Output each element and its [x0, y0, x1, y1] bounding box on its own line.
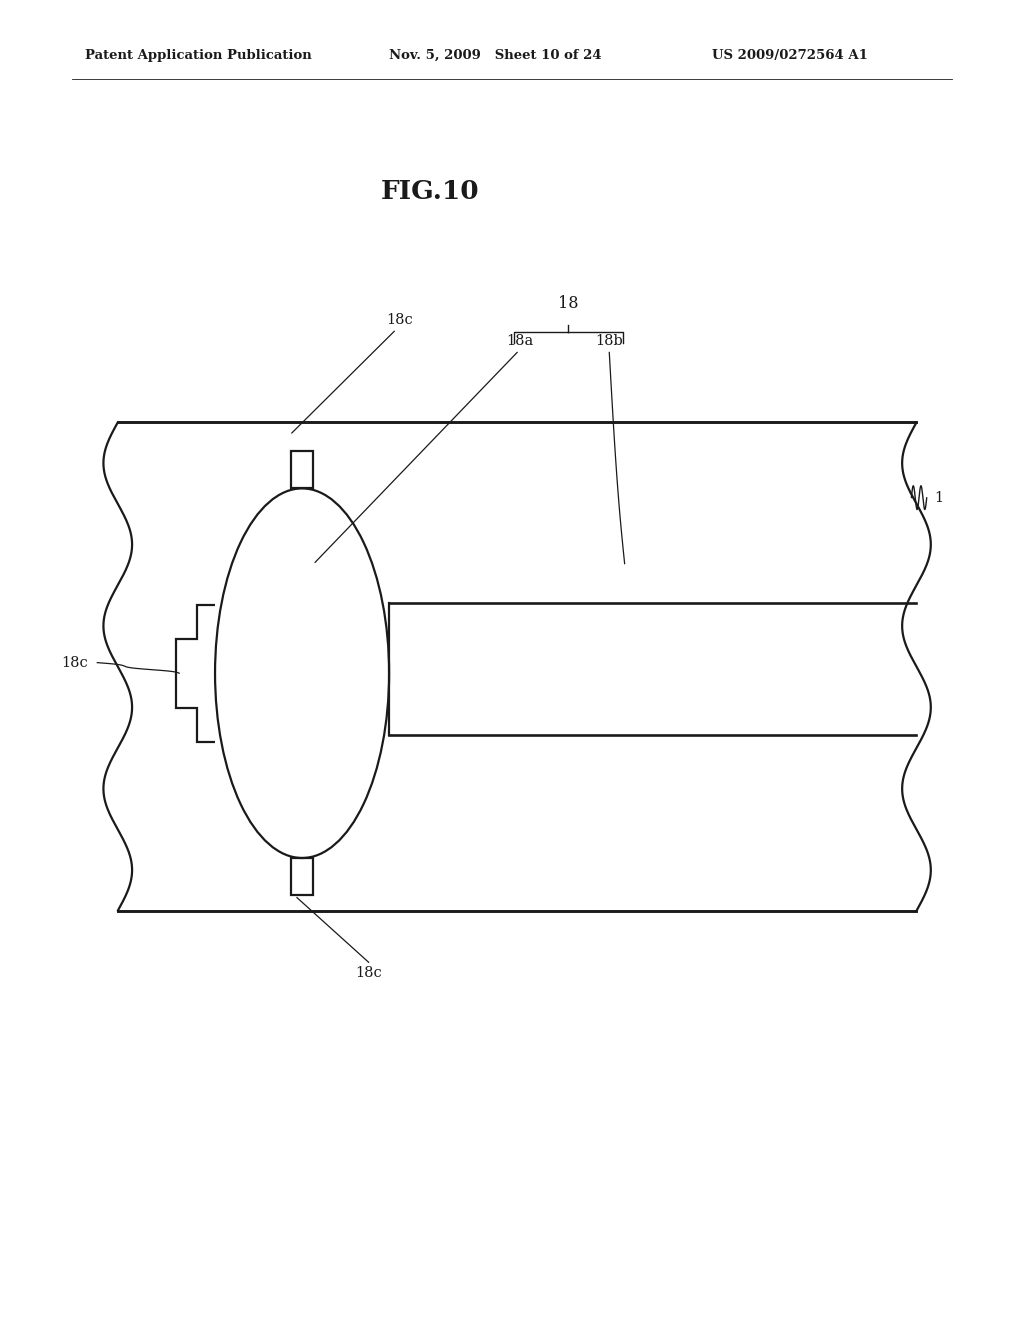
Bar [291, 858, 313, 895]
Text: FIG.10: FIG.10 [381, 180, 479, 203]
Text: 18b: 18b [595, 334, 624, 348]
Bar [291, 451, 313, 488]
Text: 18c: 18c [355, 966, 382, 981]
Text: 18c: 18c [386, 313, 413, 327]
Text: US 2009/0272564 A1: US 2009/0272564 A1 [712, 49, 867, 62]
Text: 1: 1 [934, 491, 943, 504]
Text: 18c: 18c [61, 656, 88, 669]
Text: 18: 18 [558, 294, 579, 312]
Text: Nov. 5, 2009   Sheet 10 of 24: Nov. 5, 2009 Sheet 10 of 24 [389, 49, 602, 62]
Text: 18a: 18a [507, 334, 534, 348]
Text: Patent Application Publication: Patent Application Publication [85, 49, 311, 62]
